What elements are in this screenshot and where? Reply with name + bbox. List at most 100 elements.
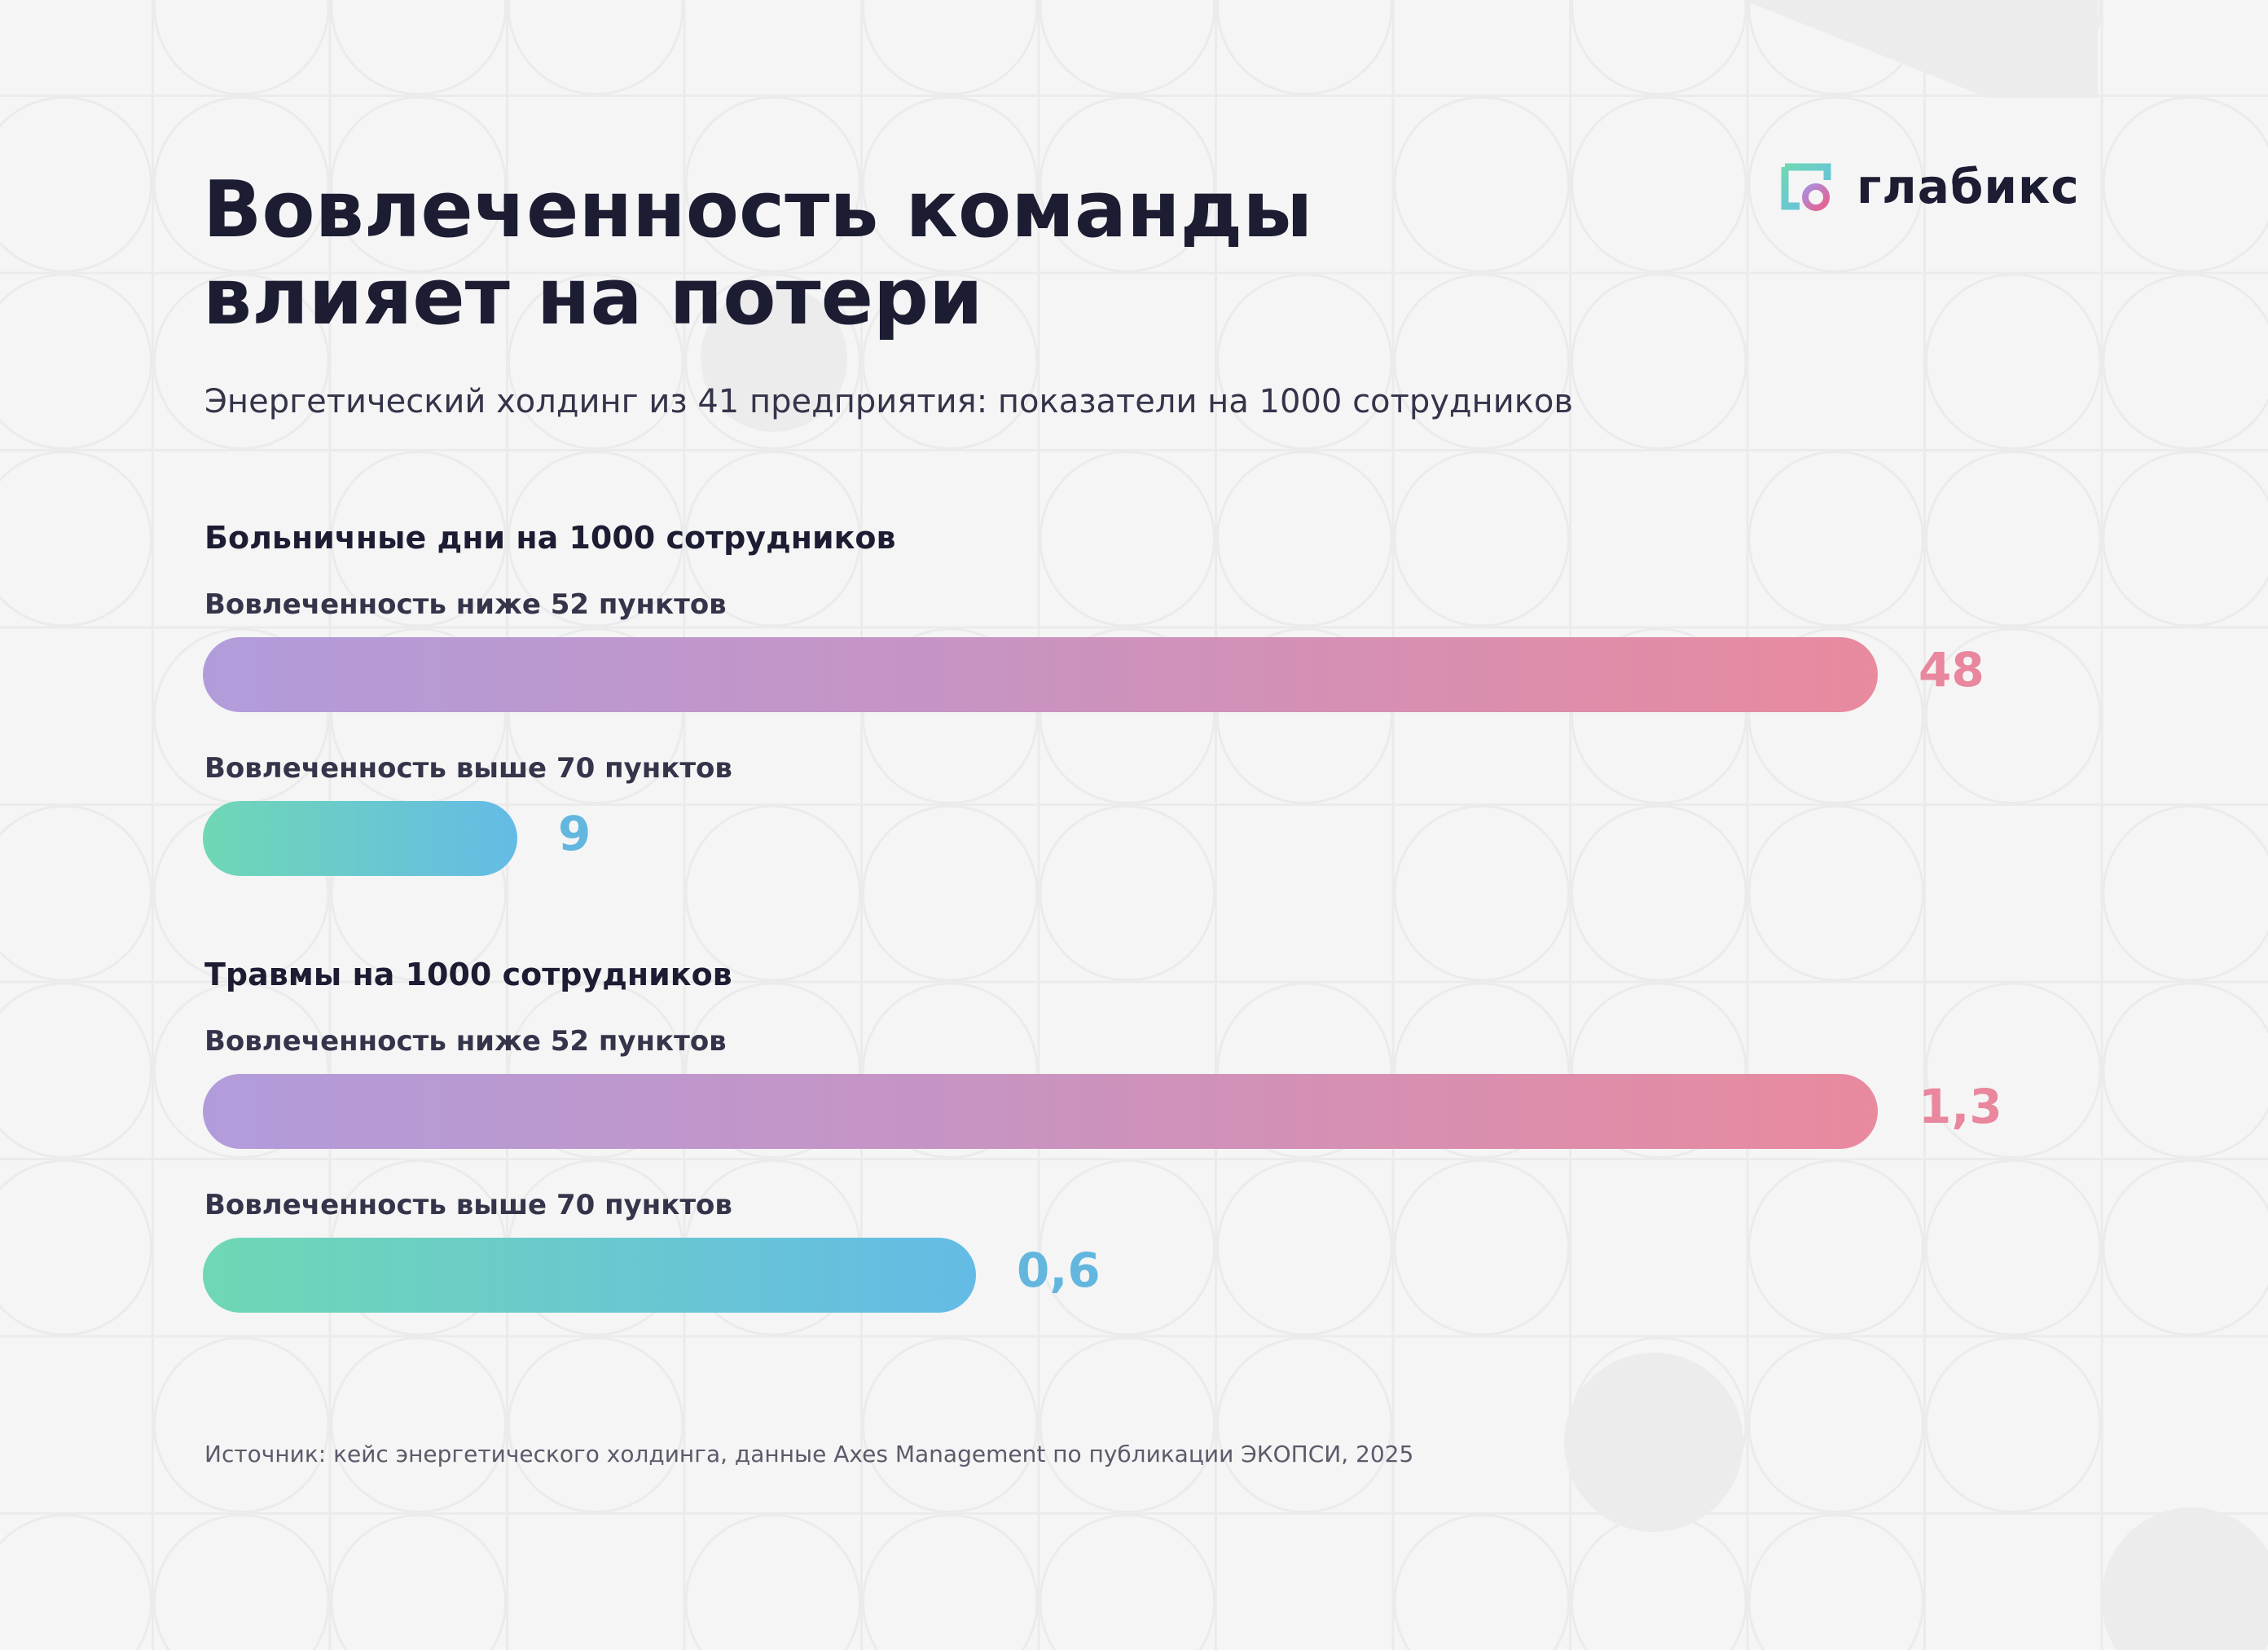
bg-grid-circle bbox=[330, 96, 507, 273]
bg-grid-circle bbox=[1925, 982, 2102, 1159]
bar-injury-high bbox=[203, 1238, 976, 1313]
bg-grid-circle bbox=[862, 1336, 1039, 1513]
bg-grid-cell bbox=[1569, 0, 1749, 97]
bg-grid-circle bbox=[330, 1336, 507, 1513]
bg-grid-circle bbox=[1571, 805, 1747, 982]
bg-grid-circle bbox=[1571, 96, 1747, 273]
bg-grid-circle bbox=[1216, 627, 1393, 804]
section-title-sick-days: Больничные дни на 1000 сотрудников bbox=[204, 520, 896, 556]
bg-grid-circle bbox=[684, 982, 861, 1159]
bg-grid-cell bbox=[1037, 1512, 1217, 1650]
bg-grid-circle bbox=[330, 0, 507, 95]
bg-grid-circle bbox=[684, 805, 861, 982]
bg-grid-circle bbox=[1393, 1514, 1570, 1650]
bg-grid-circle bbox=[1039, 805, 1215, 982]
bg-grid-circle bbox=[1393, 96, 1570, 273]
bg-grid-circle bbox=[1216, 273, 1393, 450]
bar-injury-low bbox=[203, 1074, 1878, 1149]
bg-grid-cell bbox=[2100, 803, 2268, 983]
bg-grid-cell bbox=[0, 626, 154, 806]
bg-grid-circle bbox=[508, 0, 684, 95]
bg-grid-cell bbox=[683, 1335, 863, 1515]
bg-grid-cell bbox=[1037, 0, 1217, 97]
bg-grid-circle bbox=[1393, 1159, 1570, 1336]
bg-grid-cell bbox=[1746, 271, 1926, 451]
bg-grid-circle bbox=[508, 451, 684, 627]
bg-grid-circle bbox=[1039, 627, 1215, 804]
bg-grid-circle bbox=[153, 982, 330, 1159]
bg-grid-cell bbox=[0, 1512, 154, 1650]
bg-grid-circle bbox=[0, 1514, 152, 1650]
page-title: Вовлеченность команды влияет на потери bbox=[203, 167, 1506, 341]
bg-grid-circle bbox=[862, 1514, 1039, 1650]
bg-grid-cell bbox=[0, 449, 154, 629]
bg-grid-circle bbox=[508, 982, 684, 1159]
bg-grid-circle bbox=[1216, 451, 1393, 627]
bg-grid-circle bbox=[862, 96, 1039, 273]
bg-grid-circle bbox=[862, 982, 1039, 1159]
bg-grid-circle bbox=[1571, 0, 1747, 95]
bg-grid-cell bbox=[2100, 0, 2268, 97]
bg-grid-circle bbox=[2102, 451, 2268, 627]
bg-grid-circle bbox=[0, 451, 152, 627]
bg-grid-cell bbox=[1923, 803, 2103, 983]
bg-filled-circle bbox=[2102, 1507, 2268, 1650]
bg-grid-circle bbox=[1747, 805, 1924, 982]
bg-grid-circle bbox=[1216, 1159, 1393, 1336]
bg-grid-cell bbox=[2100, 1158, 2268, 1338]
bg-grid-cell bbox=[1215, 0, 1395, 97]
bar-label-sick-high: Вовлеченность выше 70 пунктов bbox=[204, 752, 732, 785]
bg-grid-cell bbox=[1391, 1512, 1571, 1650]
bar-label-injury-low: Вовлеченность ниже 52 пунктов bbox=[204, 1025, 727, 1058]
bg-grid-cell bbox=[1923, 1512, 2103, 1650]
bg-grid-circle bbox=[1747, 96, 1924, 273]
bg-grid-circle bbox=[1393, 451, 1570, 627]
title-line-2: влияет на потери bbox=[203, 253, 983, 342]
bg-grid-circle bbox=[1571, 1514, 1747, 1650]
logo-text: глабикс bbox=[1857, 159, 2080, 214]
bg-grid-cell bbox=[683, 0, 863, 97]
bar-value-injury-low: 1,3 bbox=[1919, 1079, 2002, 1134]
bg-grid-circle bbox=[1747, 451, 1924, 627]
bg-grid-cell bbox=[2100, 626, 2268, 806]
bg-grid-circle bbox=[862, 627, 1039, 804]
bg-grid-cell bbox=[1746, 1512, 1926, 1650]
bg-grid-cell bbox=[0, 1335, 154, 1515]
bg-grid-circle bbox=[1571, 627, 1747, 804]
bar-label-injury-high: Вовлеченность выше 70 пунктов bbox=[204, 1189, 732, 1221]
bg-grid-cell bbox=[0, 0, 154, 97]
bg-grid-cell bbox=[0, 803, 154, 983]
glabiks-logo-icon bbox=[1781, 163, 1831, 211]
bg-grid-circle bbox=[1747, 1336, 1924, 1513]
bg-grid-circle bbox=[0, 273, 152, 450]
bg-grid-circle bbox=[684, 1514, 861, 1650]
bg-grid-circle bbox=[1571, 273, 1747, 450]
bg-grid-circle bbox=[153, 273, 330, 450]
bg-grid-circle bbox=[508, 1336, 684, 1513]
bg-grid-circle bbox=[1925, 273, 2102, 450]
bg-grid-cell bbox=[152, 1512, 332, 1650]
bg-grid-cell bbox=[506, 803, 686, 983]
bg-grid-circle bbox=[1216, 0, 1393, 95]
bg-grid-circle bbox=[1393, 982, 1570, 1159]
bar-value-sick-high: 9 bbox=[558, 806, 591, 861]
bg-grid-circle bbox=[153, 0, 330, 95]
page-subtitle: Энергетический холдинг из 41 предприятия… bbox=[204, 383, 1573, 420]
bg-grid-circle bbox=[330, 451, 507, 627]
bg-grid-circle bbox=[684, 96, 861, 273]
bg-grid-circle bbox=[2102, 1159, 2268, 1336]
bg-grid-circle bbox=[1925, 451, 2102, 627]
bg-grid-cell bbox=[152, 0, 332, 97]
bg-grid-circle bbox=[862, 805, 1039, 982]
bg-grid-circle bbox=[0, 805, 152, 982]
bg-grid-cell bbox=[1391, 0, 1571, 97]
bg-grid-cell bbox=[328, 0, 508, 97]
bg-grid-circle bbox=[1571, 982, 1747, 1159]
bg-grid-cell bbox=[1569, 1512, 1749, 1650]
bg-grid-cell bbox=[2100, 271, 2268, 451]
bg-grid-cell bbox=[0, 1158, 154, 1338]
bg-grid-circle bbox=[2102, 273, 2268, 450]
title-line-1: Вовлеченность команды bbox=[203, 165, 1313, 255]
